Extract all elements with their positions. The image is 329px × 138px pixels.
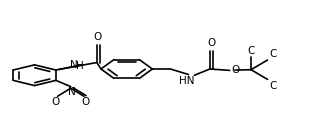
Text: C: C [247, 46, 255, 56]
Text: H: H [76, 62, 84, 71]
Text: HN: HN [179, 76, 195, 86]
Text: O: O [81, 97, 89, 107]
Text: C: C [269, 81, 277, 91]
Text: O: O [52, 97, 60, 107]
Text: N: N [70, 60, 78, 70]
Text: N: N [67, 87, 75, 97]
Text: C: C [269, 49, 277, 59]
Text: O: O [231, 65, 240, 75]
Text: O: O [93, 32, 101, 42]
Text: O: O [207, 38, 216, 48]
